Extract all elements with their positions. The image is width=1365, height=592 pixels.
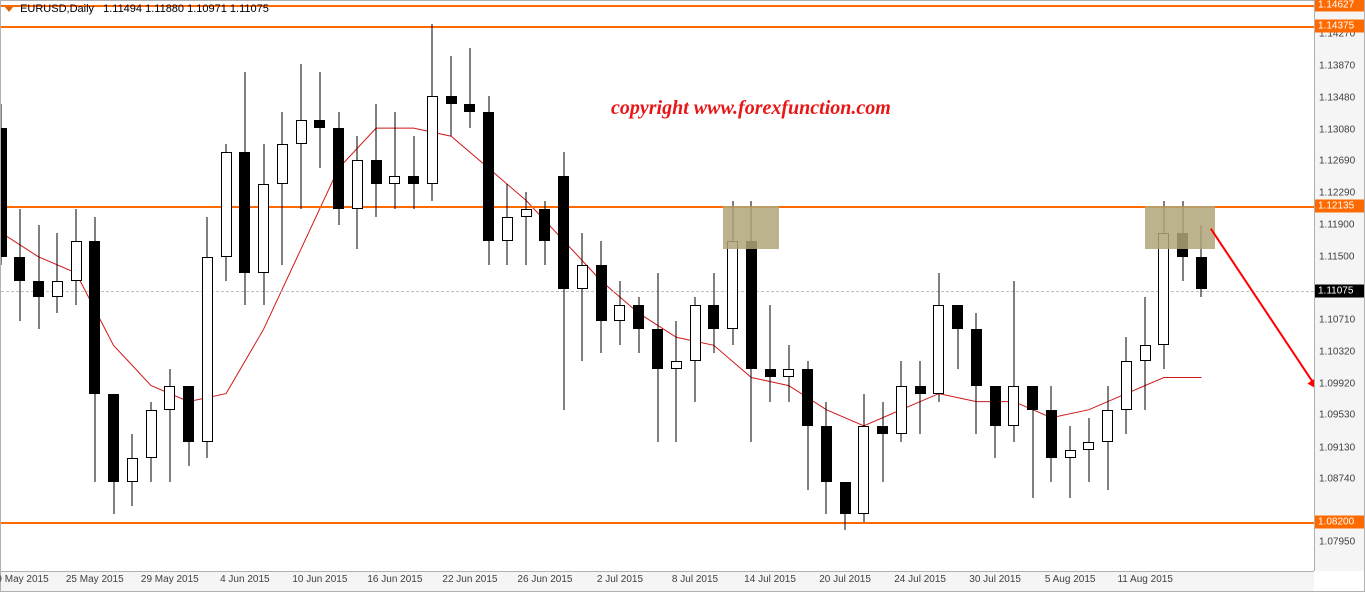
time-tick-label: 16 Jun 2015 [367,574,422,585]
time-tick-label: 11 Aug 2015 [1117,574,1172,585]
time-tick-label: 29 May 2015 [141,574,199,585]
price-tick-label: 1.12690 [1319,156,1355,167]
time-axis[interactable]: 19 May 2015 25 May 2015 29 May 2015 4 Jun 2… [1,571,1314,591]
time-tick-label: 4 Jun 2015 [220,574,270,585]
time-tick-label: 5 Aug 2015 [1045,574,1096,585]
time-tick-label: 19 May 2015 [0,574,49,585]
price-tick-label: 1.13080 [1319,124,1355,135]
time-tick-label: 10 Jun 2015 [292,574,347,585]
price-level-badge: 1.14375 [1315,19,1364,32]
time-tick-label: 26 Jun 2015 [517,574,572,585]
chart-container: EURUSD,Daily 1.11494 1.11880 1.10971 1.1… [0,0,1365,592]
price-tick-label: 1.12290 [1319,188,1355,199]
time-tick-label: 2 Jul 2015 [597,574,643,585]
price-tick-label: 1.11500 [1319,251,1354,262]
price-tick-label: 1.10320 [1319,346,1355,357]
time-tick-label: 24 Jul 2015 [894,574,946,585]
time-tick-label: 22 Jun 2015 [442,574,497,585]
time-tick-label: 8 Jul 2015 [672,574,718,585]
copyright-watermark: copyright www.forexfunction.com [611,97,891,120]
time-tick-label: 20 Jul 2015 [819,574,871,585]
symbol-label: EURUSD,Daily [20,3,94,15]
ohlc-label: 1.11494 1.11880 1.10971 1.11075 [103,3,269,15]
price-tick-label: 1.13870 [1319,61,1355,72]
time-tick-label: 25 May 2015 [66,574,124,585]
time-tick-label: 30 Jul 2015 [969,574,1021,585]
price-tick-label: 1.09130 [1319,442,1355,453]
price-level-badge: 1.11075 [1315,285,1364,298]
time-tick-label: 14 Jul 2015 [744,574,796,585]
price-tick-label: 1.10710 [1319,315,1355,326]
price-axis[interactable]: 1.142701.138701.134801.130801.126901.122… [1314,1,1364,571]
dropdown-arrow-icon[interactable] [5,7,13,12]
price-level-badge: 1.08200 [1315,516,1364,529]
chart-plot-area[interactable]: EURUSD,Daily 1.11494 1.11880 1.10971 1.1… [1,1,1314,571]
price-level-badge: 1.14627 [1315,0,1364,12]
price-tick-label: 1.08740 [1319,473,1355,484]
price-tick-label: 1.11900 [1319,219,1354,230]
price-tick-label: 1.07950 [1319,537,1355,548]
chart-title: EURUSD,Daily 1.11494 1.11880 1.10971 1.1… [5,3,269,15]
price-level-badge: 1.12135 [1315,199,1364,212]
forecast-arrow-icon [1,1,1314,571]
price-tick-label: 1.13480 [1319,92,1355,103]
price-tick-label: 1.09920 [1319,378,1355,389]
price-tick-label: 1.09530 [1319,410,1355,421]
